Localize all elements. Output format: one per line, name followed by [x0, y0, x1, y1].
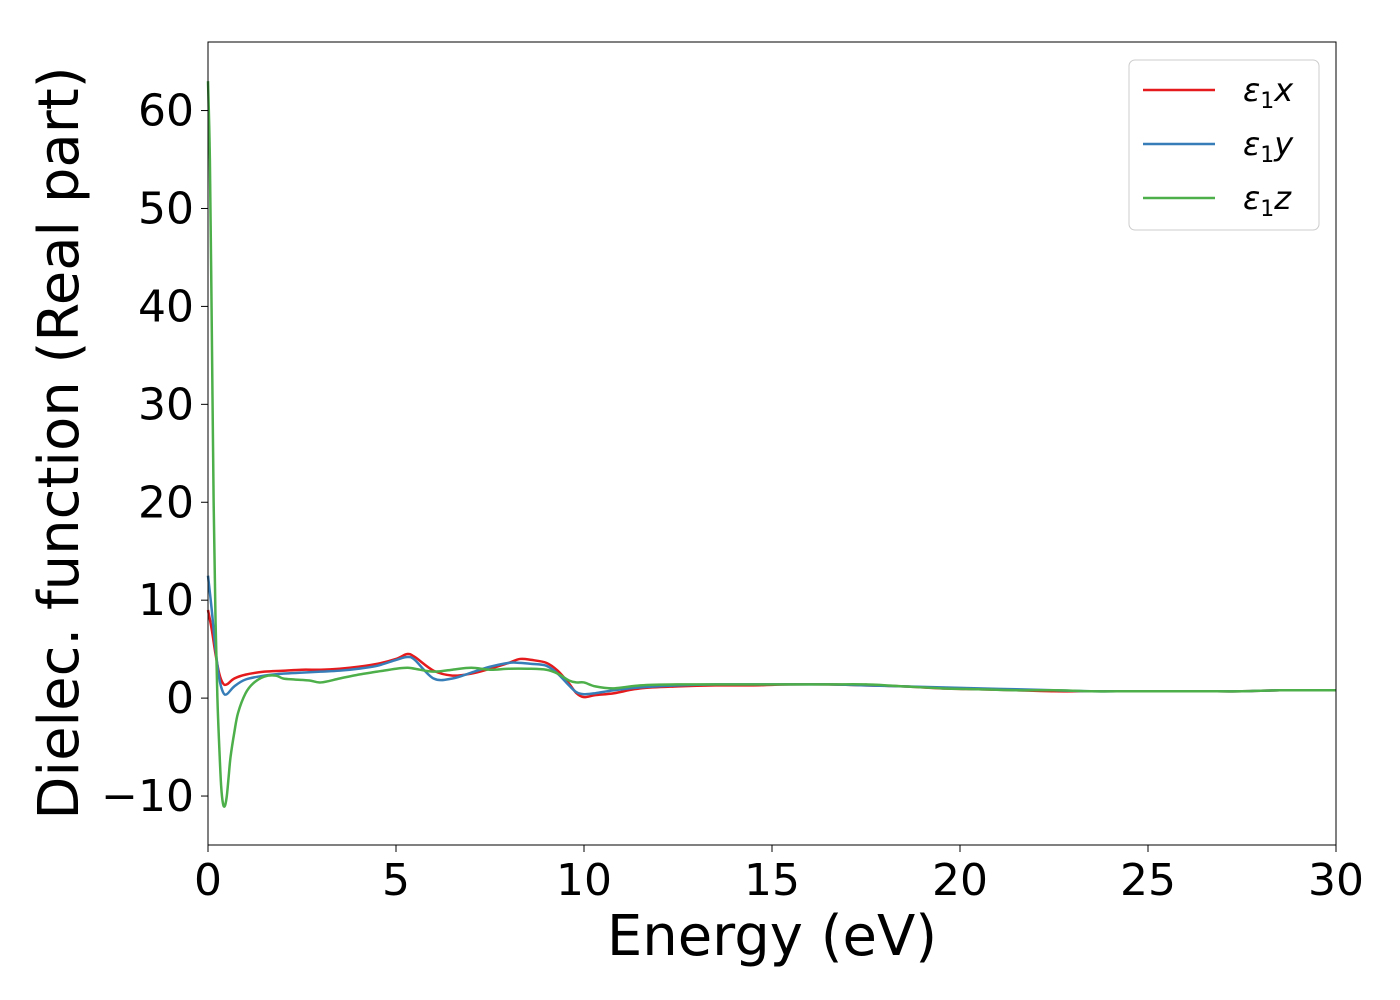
y-tick-label: 30 [138, 379, 194, 430]
y-tick-label: 0 [166, 673, 194, 724]
y-tick-label: 10 [138, 575, 194, 626]
series-line-y [206, 575, 1336, 696]
y-tick-label: 60 [138, 86, 194, 137]
x-tick-label: 5 [382, 855, 410, 906]
legend-label-x: ε1x [1243, 71, 1294, 114]
legend-box [1128, 59, 1320, 231]
x-tick-label: 15 [744, 855, 800, 906]
legend-label-y: ε1y [1243, 125, 1294, 168]
x-tick-label: 25 [1120, 855, 1176, 906]
x-tick-label: 30 [1308, 855, 1364, 906]
y-tick-label: 40 [138, 281, 194, 332]
y-tick-label: −10 [101, 771, 194, 822]
y-tick-label: 20 [138, 477, 194, 528]
series-layer [206, 81, 1336, 808]
y-axis-label: Dielec. function (Real part) [27, 66, 92, 819]
x-tick-label: 10 [556, 855, 612, 906]
y-tick-label: 50 [138, 183, 194, 234]
x-tick-label: 0 [194, 855, 222, 906]
legend-label-z: ε1z [1243, 179, 1292, 222]
x-tick-label: 20 [932, 855, 988, 906]
x-axis-label: Energy (eV) [607, 904, 937, 969]
legend: ε1x ε1y ε1z [1128, 59, 1320, 231]
series-line-z [206, 81, 1336, 808]
